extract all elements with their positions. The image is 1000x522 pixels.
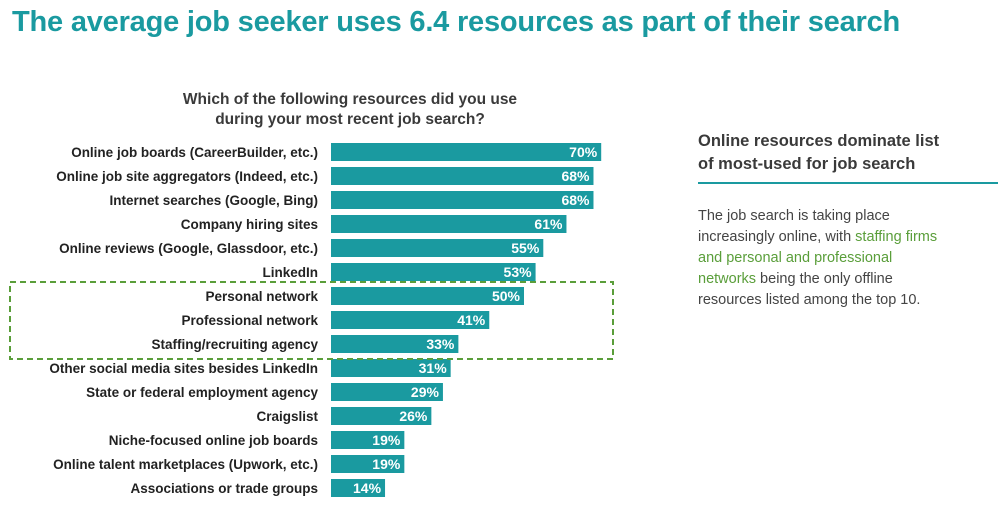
- category-label: Associations or trade groups: [130, 481, 318, 496]
- category-label: State or federal employment agency: [86, 385, 318, 400]
- highlighted-text: and personal and professional: [698, 250, 893, 266]
- bar: [331, 359, 451, 377]
- side-body-line: The job search is taking place: [698, 206, 988, 227]
- value-label: 19%: [372, 456, 401, 472]
- side-body-line: networks being the only offline: [698, 269, 988, 290]
- side-body-line: resources listed among the top 10.: [698, 290, 988, 311]
- category-label: Online job boards (CareerBuilder, etc.): [71, 145, 318, 160]
- side-heading-line-1: Online resources dominate list: [698, 132, 940, 150]
- category-label: Online reviews (Google, Glassdoor, etc.): [59, 241, 318, 256]
- category-label: Personal network: [205, 289, 318, 304]
- value-label: 33%: [426, 336, 455, 352]
- chart-title: Which of the following resources did you…: [120, 90, 580, 130]
- value-label: 68%: [561, 168, 590, 184]
- highlighted-text: staffing firms: [855, 229, 938, 245]
- category-label: Company hiring sites: [181, 217, 318, 232]
- page-title: The average job seeker uses 6.4 resource…: [12, 6, 901, 38]
- highlighted-text: networks: [698, 271, 757, 287]
- chart-title-line-2: during your most recent job search?: [215, 111, 485, 128]
- side-body-line: increasingly online, with staffing firms: [698, 227, 988, 248]
- value-label: 31%: [419, 360, 448, 376]
- bar: [331, 479, 386, 497]
- side-panel: Online resources dominate list of most-u…: [698, 130, 998, 311]
- category-label: Staffing/recruiting agency: [151, 337, 318, 352]
- bar: [331, 191, 594, 209]
- category-label: Niche-focused online job boards: [109, 433, 318, 448]
- side-body-line: and personal and professional: [698, 248, 988, 269]
- bar: [331, 455, 405, 473]
- value-label: 29%: [411, 384, 440, 400]
- side-panel-heading: Online resources dominate list of most-u…: [698, 130, 998, 182]
- value-label: 53%: [504, 264, 533, 280]
- bar: [331, 335, 459, 353]
- bar-chart: Online job boards (CareerBuilder, etc.) 7…: [9, 143, 614, 497]
- body-text: increasingly online, with: [698, 229, 856, 245]
- bars-layer: Online job boards (CareerBuilder, etc.) 7…: [49, 143, 602, 497]
- bar: [331, 431, 405, 449]
- value-label: 26%: [399, 408, 428, 424]
- highlight-box: [9, 281, 614, 360]
- body-text: The job search is taking place: [698, 208, 890, 224]
- body-text: being the only offline: [756, 271, 893, 287]
- value-label: 41%: [457, 312, 486, 328]
- category-label: Online talent marketplaces (Upwork, etc.…: [53, 457, 318, 472]
- side-heading-line-2: of most-used for job search: [698, 155, 916, 173]
- value-label: 61%: [534, 216, 563, 232]
- bar: [331, 383, 443, 401]
- category-label: Craigslist: [256, 409, 318, 424]
- category-label: Internet searches (Google, Bing): [109, 193, 318, 208]
- value-label: 19%: [372, 432, 401, 448]
- side-panel-body: The job search is taking place increasing…: [698, 206, 988, 311]
- body-text: resources listed among the top 10.: [698, 292, 921, 308]
- bar: [331, 143, 602, 161]
- value-label: 70%: [569, 144, 598, 160]
- value-label: 68%: [561, 192, 590, 208]
- category-label: Other social media sites besides LinkedI…: [49, 361, 318, 376]
- value-label: 55%: [511, 240, 540, 256]
- bar: [331, 263, 536, 281]
- bar: [331, 311, 490, 329]
- chart-title-line-1: Which of the following resources did you…: [182, 91, 518, 108]
- bar: [331, 287, 524, 305]
- bar: [331, 239, 544, 257]
- bar: [331, 167, 594, 185]
- value-label: 14%: [353, 480, 382, 496]
- value-label: 50%: [492, 288, 521, 304]
- category-label: Professional network: [181, 313, 318, 328]
- side-panel-divider: [698, 182, 998, 184]
- bar: [331, 407, 432, 425]
- category-label: Online job site aggregators (Indeed, etc…: [56, 169, 318, 184]
- bar: [331, 215, 567, 233]
- category-label: LinkedIn: [262, 265, 318, 280]
